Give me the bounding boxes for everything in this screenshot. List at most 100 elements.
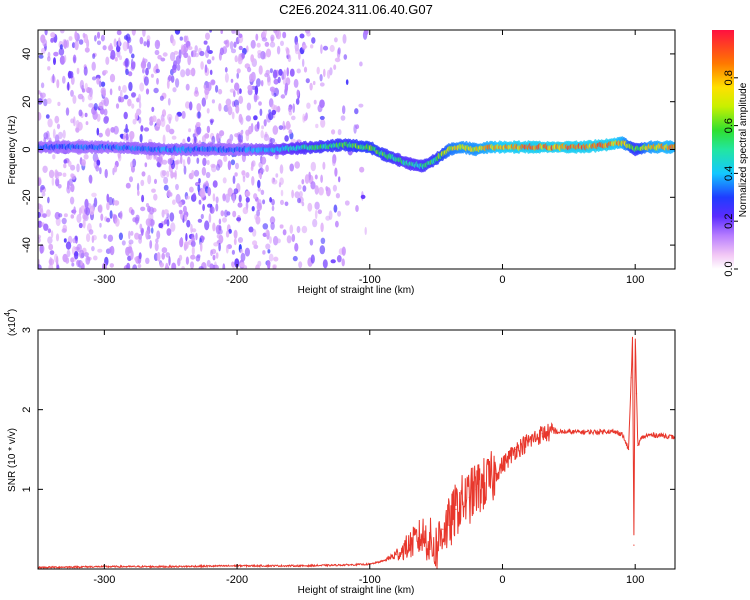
spectrogram-noise-mark <box>291 189 294 199</box>
y-scale-exponent: 4 <box>3 312 12 317</box>
snr-data-point <box>382 560 384 562</box>
spectrogram-noise-mark <box>312 80 316 86</box>
spectrogram-noise-mark <box>63 163 67 169</box>
spectrogram-noise-mark <box>215 252 219 259</box>
spectrogram-noise-mark <box>100 34 105 42</box>
spectrogram-x-tick-label: -200 <box>226 274 248 286</box>
spectrogram-noise-mark <box>119 210 123 220</box>
spectrogram-noise-mark <box>250 39 256 49</box>
spectrogram-noise-mark <box>223 40 228 45</box>
spectrogram-noise-mark <box>194 136 197 144</box>
spectrogram-noise-mark <box>152 115 157 123</box>
spectrogram-noise-mark <box>282 31 287 39</box>
spectrogram-noise-mark <box>193 169 200 177</box>
spectrogram-noise-mark <box>168 255 171 266</box>
spectrogram-noise-mark <box>218 88 223 95</box>
spectrogram-noise-mark <box>332 157 336 167</box>
spectrogram-noise-mark <box>334 167 338 177</box>
spectrogram-noise-mark <box>232 210 237 218</box>
spectrogram-noise-mark <box>118 232 123 241</box>
spectrogram-noise-mark <box>100 213 104 221</box>
spectrogram-noise-mark <box>156 251 161 262</box>
spectrogram-noise-mark <box>47 118 53 128</box>
spectrogram-noise-mark <box>234 258 240 268</box>
spectrogram-noise-mark <box>106 202 110 211</box>
snr-x-tick-label: -300 <box>93 574 115 586</box>
spectrogram-noise-mark <box>38 54 44 59</box>
spectrogram-noise-mark <box>113 125 119 135</box>
spectrogram-noise-mark <box>40 92 46 98</box>
spectrogram-noise-mark <box>171 262 177 269</box>
spectrogram-noise-mark <box>176 159 181 165</box>
spectrogram-y-axis: -40 -20 0 20 40 <box>21 48 675 253</box>
snr-data-point <box>488 480 490 482</box>
spectrogram-noise-mark <box>118 85 121 92</box>
spectrogram-noise-mark <box>247 66 252 73</box>
spectrogram-noise-mark <box>110 49 116 60</box>
spectrogram-noise-mark <box>107 196 114 206</box>
spectrogram-noise-mark <box>319 245 326 255</box>
spectrogram-noise-mark <box>204 64 208 73</box>
spectrogram-noise-mark <box>230 159 236 166</box>
svg-text:(x104): (x104) <box>3 309 18 336</box>
spectrogram-noise-mark <box>117 95 122 103</box>
spectrogram-noise-mark <box>91 246 95 252</box>
spectrogram-noise-mark <box>188 69 194 76</box>
spectrogram-noise-mark <box>91 76 97 81</box>
spectrogram-noise-mark <box>96 159 101 166</box>
spectrogram-noise-mark <box>206 108 210 114</box>
spectrogram-noise-mark <box>156 230 161 240</box>
spectrogram-noise-mark <box>151 188 156 193</box>
spectrogram-noise-mark <box>103 108 108 116</box>
spectrogram-noise-mark <box>261 37 268 42</box>
spectrogram-noise-mark <box>125 68 129 76</box>
spectrogram-noise-mark <box>273 78 279 85</box>
spectrogram-noise-mark <box>285 46 289 53</box>
spectrogram-noise-mark <box>82 218 86 229</box>
spectrogram-noise-mark <box>128 230 131 240</box>
spectrogram-noise-mark <box>157 54 162 60</box>
spectrogram-noise-mark <box>194 86 199 95</box>
spectrogram-noise-mark <box>145 67 149 76</box>
spectrogram-noise-mark <box>298 191 303 198</box>
spectrogram-noise-mark <box>297 197 301 204</box>
spectrogram-noise-mark <box>209 69 213 76</box>
spectrogram-noise-mark <box>103 234 107 239</box>
spectrogram-noise-mark <box>38 211 41 218</box>
spectrogram-noise-mark <box>84 82 89 93</box>
spectrogram-noise-mark <box>235 104 240 114</box>
spectrogram-noise-mark <box>272 125 279 135</box>
spectrogram-noise-mark <box>245 172 250 178</box>
spectrogram-noise-mark <box>159 95 164 101</box>
spectrogram-noise-mark <box>74 250 79 260</box>
spectrogram-noise-mark <box>56 79 60 89</box>
spectrogram-noise-mark <box>131 103 135 109</box>
spectrogram-noise-mark <box>45 114 50 119</box>
spectrogram-noise-mark <box>232 193 235 204</box>
spectrogram-noise-mark <box>273 256 279 262</box>
spectrogram-noise-mark <box>191 228 197 233</box>
spectrogram-noise-mark <box>42 213 47 219</box>
spectrogram-noise-mark <box>257 179 261 189</box>
spectrogram-noise-mark <box>185 256 189 265</box>
spectrogram-noise-mark <box>309 239 314 246</box>
spectrogram-noise-mark <box>131 30 136 36</box>
colorbar-label: Normalized spectral amplitude <box>738 82 749 217</box>
spectrogram-noise-mark <box>190 50 194 58</box>
spectrogram-noise-mark <box>238 95 244 105</box>
spectrogram-noise-mark <box>216 134 222 140</box>
snr-data-point <box>448 524 450 526</box>
spectrogram-noise-mark <box>244 247 250 257</box>
spectrogram-noise-mark <box>156 40 160 47</box>
snr-data-point <box>555 431 557 433</box>
spectrogram-noise-mark <box>99 222 102 228</box>
spectrogram-noise-mark <box>62 75 66 84</box>
spectrogram-noise-mark <box>49 256 53 266</box>
spectrogram-noise-mark <box>341 246 346 256</box>
snr-data-point <box>501 464 504 466</box>
spectrogram-noise-mark <box>268 253 274 262</box>
spectrogram-noise-mark <box>146 35 151 42</box>
spectrogram-noise-mark <box>66 249 71 258</box>
spectrogram-noise-mark <box>284 82 289 93</box>
spectrogram-noise-mark <box>41 192 46 197</box>
